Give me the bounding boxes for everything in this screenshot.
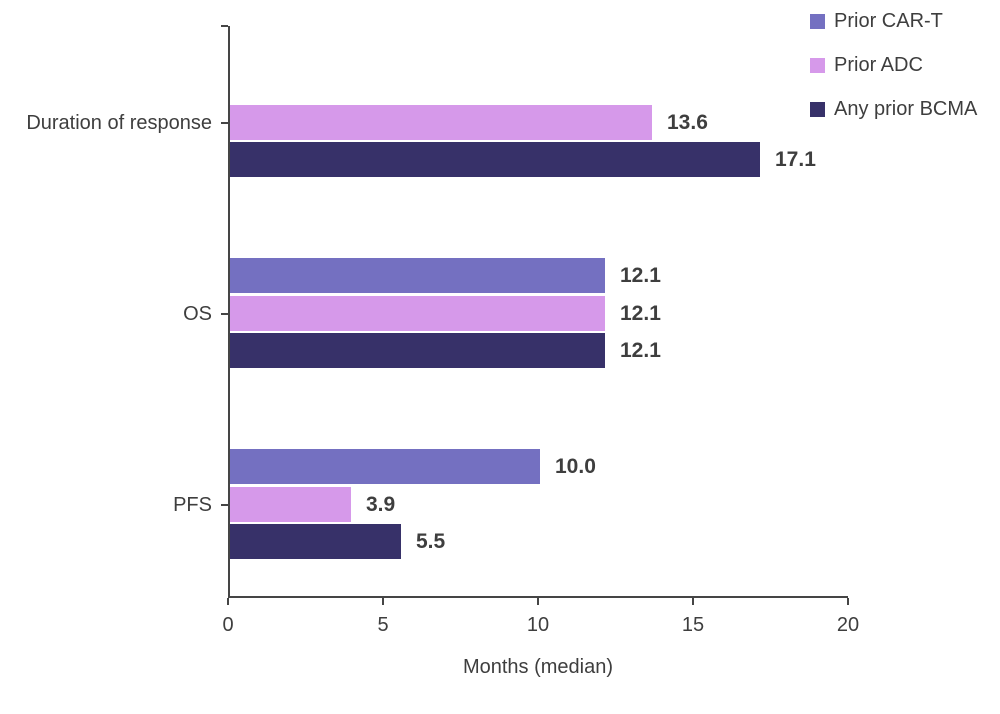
legend: Prior CAR-T Prior ADC Any prior BCMA	[810, 6, 977, 138]
x-tick-label: 5	[377, 614, 389, 636]
x-tick-label: 20	[836, 614, 860, 636]
legend-swatch-icon	[810, 101, 825, 117]
x-axis-tick	[537, 598, 539, 605]
bar-any-prior-bcma-os	[230, 333, 605, 368]
bar-value-label: 3.9	[366, 492, 396, 516]
x-tick-label: 0	[222, 614, 234, 636]
x-axis-tick	[227, 598, 229, 605]
bar-any-prior-bcma-pfs	[230, 524, 401, 559]
bar-prior-adc-os	[230, 295, 605, 331]
x-tick-label: 10	[526, 614, 550, 636]
bar-any-prior-bcma-duration-of-response	[230, 142, 760, 177]
y-axis-tick	[221, 122, 228, 124]
x-axis-title: Months (median)	[462, 656, 614, 678]
y-axis-top-tick	[221, 25, 228, 27]
bar-value-label: 12.1	[620, 301, 661, 325]
bar-value-label: 12.1	[620, 264, 661, 287]
bar-value-label: 5.5	[416, 530, 446, 553]
legend-item-any-prior-bcma: Any prior BCMA	[810, 94, 977, 124]
legend-swatch-icon	[810, 13, 825, 29]
y-axis-tick	[221, 504, 228, 506]
bar-value-label: 17.1	[775, 148, 816, 171]
bar-value-label: 12.1	[620, 339, 661, 362]
legend-swatch-icon	[810, 57, 825, 73]
legend-label: Prior CAR-T	[834, 9, 943, 32]
bar-value-label: 10.0	[555, 455, 596, 478]
legend-label: Prior ADC	[834, 53, 923, 76]
plot-area: 13.6 17.1 12.1 12.1 12.1 10.0 3.9 5.5	[228, 26, 848, 598]
x-axis-tick	[382, 598, 384, 605]
bar-prior-adc-duration-of-response	[230, 104, 652, 140]
category-label-pfs: PFS	[173, 494, 212, 516]
bar-prior-car-t-os	[230, 258, 605, 293]
x-axis-tick	[847, 598, 849, 605]
bar-value-label: 13.6	[667, 110, 708, 134]
y-axis-tick	[221, 313, 228, 315]
x-tick-label: 15	[681, 614, 705, 636]
legend-label: Any prior BCMA	[834, 97, 978, 120]
legend-item-prior-adc: Prior ADC	[810, 50, 977, 80]
bar-prior-car-t-pfs	[230, 449, 540, 484]
legend-item-prior-car-t: Prior CAR-T	[810, 6, 977, 36]
category-label-os: OS	[183, 303, 212, 325]
bar-prior-adc-pfs	[230, 486, 351, 522]
x-axis-tick	[692, 598, 694, 605]
category-label-duration-of-response: Duration of response	[26, 112, 212, 134]
